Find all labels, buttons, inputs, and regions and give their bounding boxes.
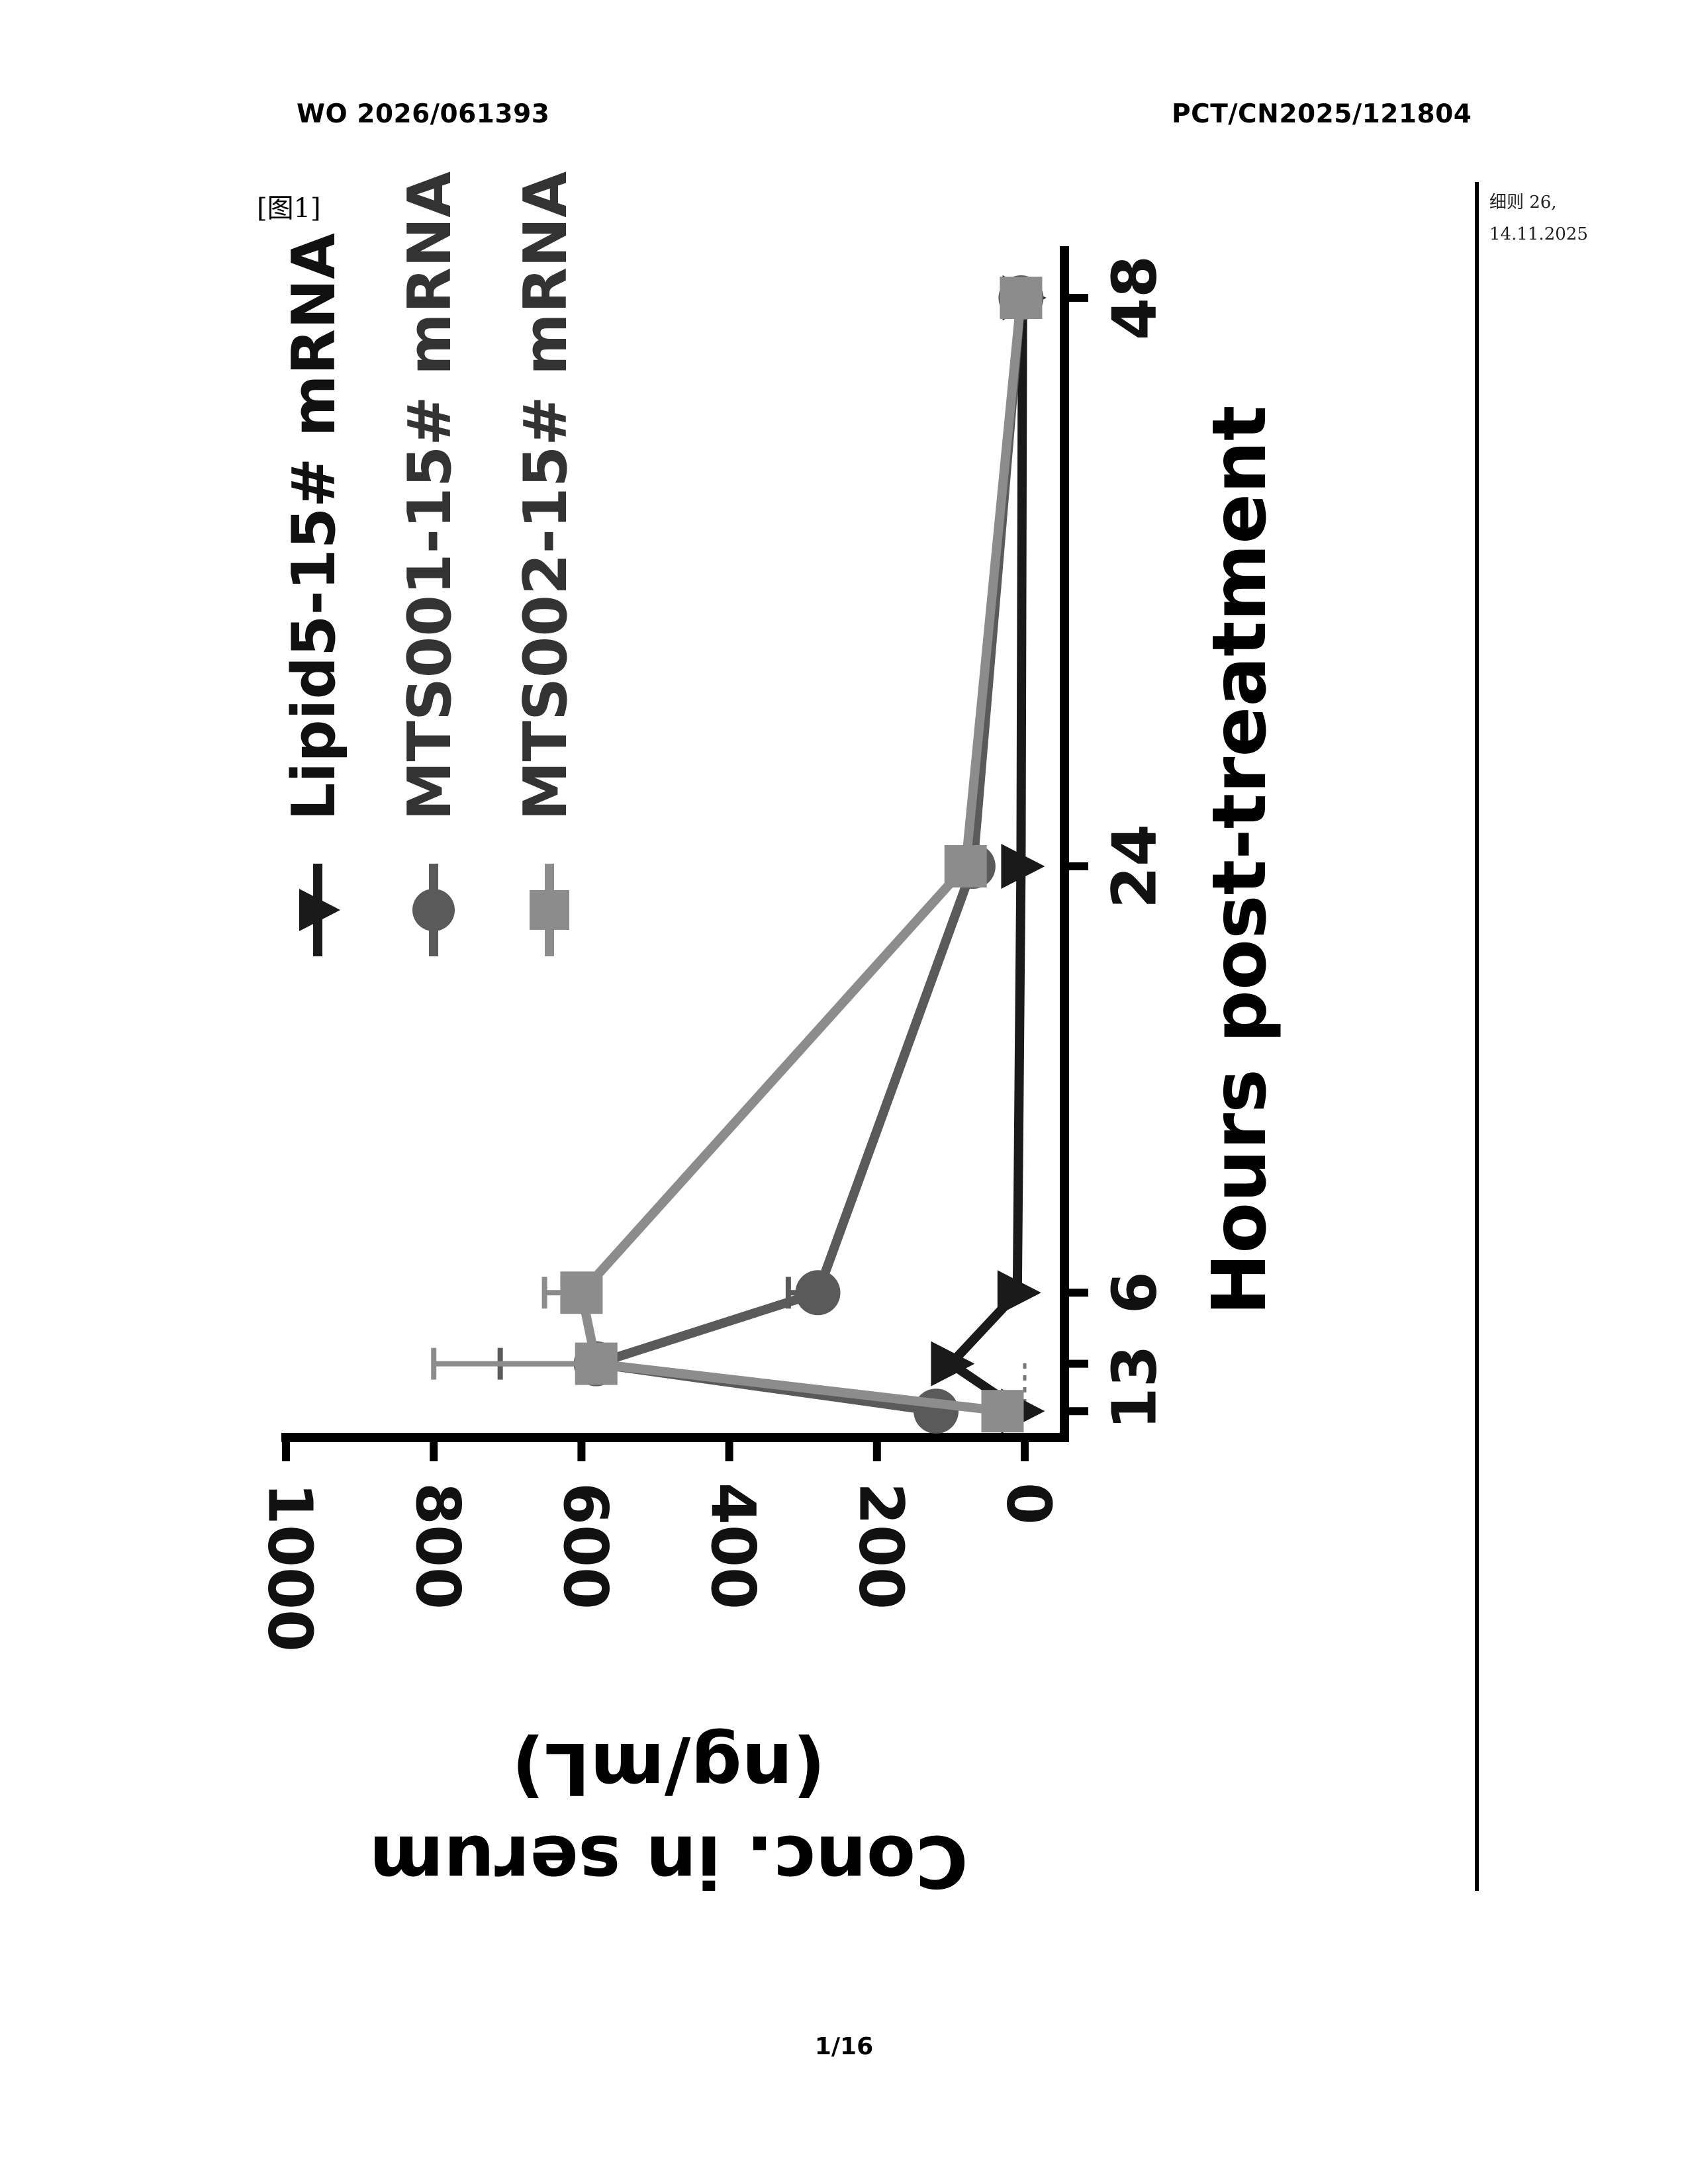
data-point-square xyxy=(575,1342,618,1385)
margin-rule xyxy=(1475,182,1479,1891)
margin-note-line1: 细则 26, xyxy=(1489,193,1557,212)
application-number: PCT/CN2025/121804 xyxy=(1172,99,1472,129)
data-point-triangle xyxy=(997,1270,1041,1316)
legend-label-0: Lipid5-15# mRNA xyxy=(279,233,349,821)
data-point-square xyxy=(1000,277,1043,319)
x-tick-label: 48 xyxy=(1099,255,1170,340)
y-axis-label-line2: (ng/mL) xyxy=(512,1727,825,1809)
data-point-square xyxy=(560,1271,603,1314)
x-tick-label: 24 xyxy=(1099,824,1170,909)
legend-label-2: MTS002-15# mRNA xyxy=(511,171,581,821)
margin-note: 细则 26, 14.11.2025 xyxy=(1489,187,1588,250)
page-number: 1/16 xyxy=(814,2033,874,2060)
x-tick-label: 13 xyxy=(1099,1345,1170,1430)
data-point-circle xyxy=(795,1270,841,1316)
data-point-triangle xyxy=(1001,844,1045,889)
legend-marker-circle xyxy=(412,889,455,931)
publication-number: WO 2026/061393 xyxy=(297,99,550,129)
y-axis-label-line1: Conc. in serum xyxy=(369,1819,968,1902)
legend-marker-square xyxy=(530,890,569,930)
figure-label: [图1] xyxy=(257,193,321,224)
y-tick-label: 400 xyxy=(698,1482,769,1610)
data-point-circle xyxy=(914,1388,959,1434)
y-tick-label: 800 xyxy=(402,1482,473,1610)
y-tick-label: 0 xyxy=(994,1482,1064,1525)
data-point-square xyxy=(981,1390,1024,1433)
data-point-square xyxy=(944,845,987,887)
x-axis-label: Hours post-treatment xyxy=(1197,406,1283,1316)
data-point-triangle xyxy=(931,1341,975,1387)
y-tick-label: 600 xyxy=(550,1482,621,1610)
x-tick-label: 6 xyxy=(1099,1271,1170,1314)
y-tick-label: 200 xyxy=(845,1482,916,1610)
chart-plot-area: 0 200 400 600 800 1000 13 6 24 48 Hours post-treat… xyxy=(255,171,1283,1902)
margin-note-line2: 14.11.2025 xyxy=(1489,224,1588,244)
legend-label-1: MTS001-15# mRNA xyxy=(395,171,465,821)
y-tick-label: 1000 xyxy=(255,1482,326,1652)
legend-marker-triangle xyxy=(299,889,340,931)
